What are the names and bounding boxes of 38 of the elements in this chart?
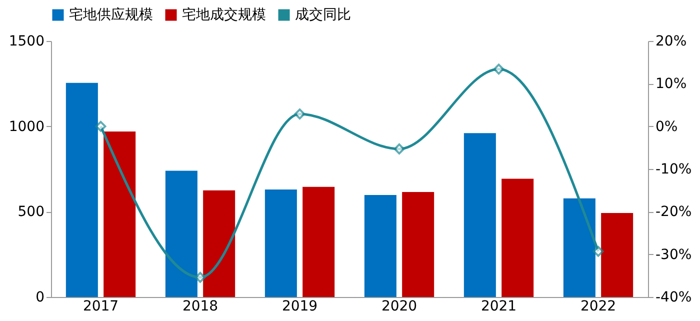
y-tick-label: 0 bbox=[36, 290, 44, 306]
bar bbox=[464, 133, 496, 297]
y2-tick-label: -20% bbox=[656, 204, 692, 220]
bar bbox=[165, 170, 198, 297]
y-tick-label: 1000 bbox=[8, 118, 44, 135]
legend-label: 宅地供应规模 bbox=[69, 7, 153, 23]
x-tick-label: 2018 bbox=[182, 298, 218, 314]
x-tick-label: 2019 bbox=[282, 298, 318, 314]
legend-label: 成交同比 bbox=[295, 7, 351, 23]
y2-tick-label: -10% bbox=[656, 162, 692, 178]
y2-tick-label: -30% bbox=[656, 246, 692, 263]
bar bbox=[66, 82, 98, 297]
x-tick-label: 2022 bbox=[580, 298, 616, 314]
bar bbox=[402, 192, 434, 297]
x-tick-label: 2021 bbox=[480, 298, 517, 314]
bar bbox=[264, 189, 297, 297]
point bbox=[394, 143, 405, 154]
y2-tick-label: 20% bbox=[656, 34, 687, 50]
y-tick-label: 1500 bbox=[8, 34, 44, 50]
y2-tick-label: 10% bbox=[656, 76, 687, 92]
bar bbox=[563, 198, 596, 297]
x-tick-label: 2020 bbox=[381, 298, 418, 314]
bar bbox=[364, 194, 396, 297]
y2-tick-label: -40% bbox=[656, 290, 692, 306]
y2-tick-label: 0% bbox=[656, 118, 678, 135]
bar bbox=[302, 186, 335, 297]
bar bbox=[203, 190, 236, 297]
y-tick-label: 500 bbox=[18, 204, 44, 220]
point bbox=[493, 64, 504, 75]
bar bbox=[502, 178, 534, 297]
x-tick-label: 2017 bbox=[82, 298, 119, 314]
bar bbox=[104, 131, 136, 297]
point bbox=[592, 246, 604, 257]
legend-label: 宅地成交规模 bbox=[182, 7, 266, 23]
point bbox=[194, 272, 206, 283]
bar bbox=[601, 213, 634, 297]
point bbox=[294, 108, 306, 120]
point bbox=[95, 120, 106, 132]
